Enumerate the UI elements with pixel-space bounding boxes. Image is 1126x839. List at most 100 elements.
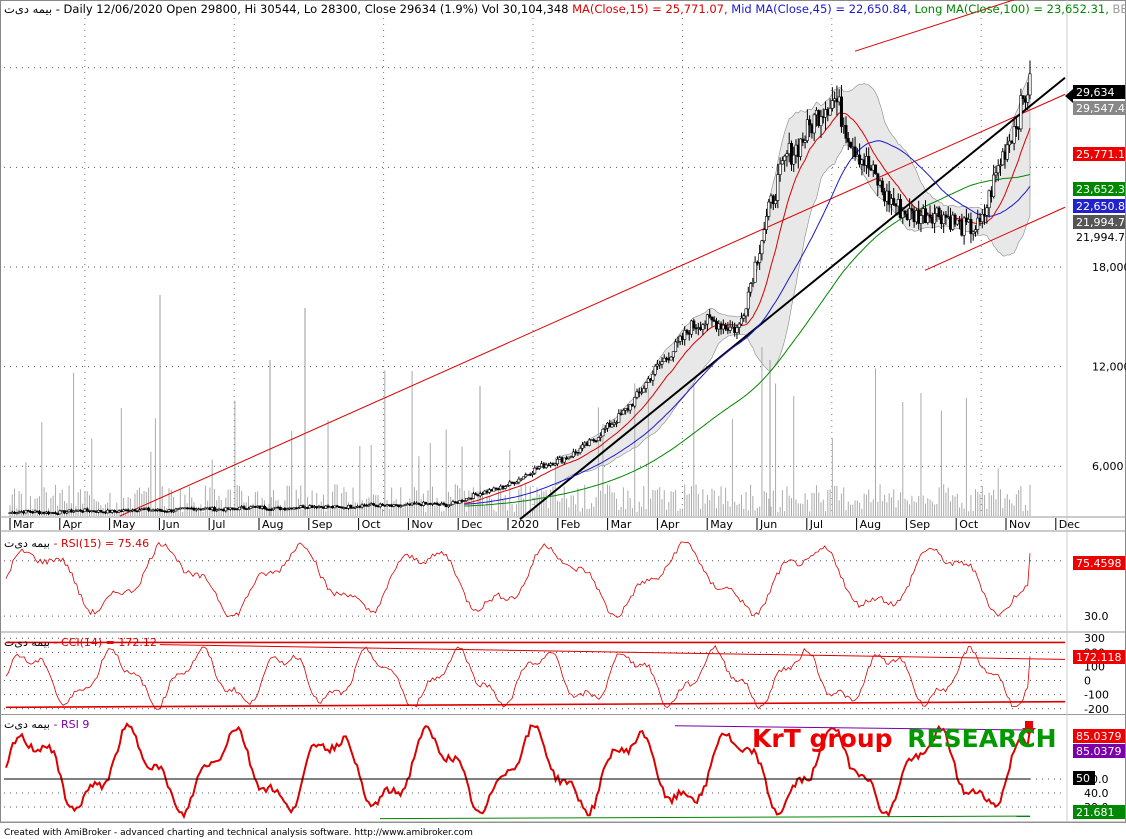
candle-body bbox=[789, 143, 793, 165]
candle-body bbox=[387, 504, 391, 506]
candle-body bbox=[739, 317, 743, 325]
candle-body bbox=[78, 509, 82, 512]
candle-body bbox=[435, 502, 439, 505]
date-tick-label: Mar bbox=[13, 518, 34, 531]
candle-body bbox=[749, 283, 753, 293]
candle-body bbox=[812, 114, 816, 134]
cci-tick-label: -100 bbox=[1084, 689, 1109, 702]
candle-body bbox=[628, 404, 632, 411]
candle-body bbox=[803, 140, 807, 143]
candle-body bbox=[926, 214, 930, 223]
candle-body bbox=[705, 314, 709, 325]
candle-body bbox=[971, 231, 975, 235]
candle-body bbox=[449, 504, 453, 506]
candle-body bbox=[506, 485, 510, 488]
price-value-label: 25,771.1 bbox=[1076, 148, 1125, 161]
candle-body bbox=[805, 119, 809, 141]
candle-body bbox=[887, 190, 891, 205]
candle-body bbox=[676, 341, 680, 343]
rsi9-title: بیمه دی‌ت - RSI 9 bbox=[4, 718, 89, 731]
candle-body bbox=[701, 324, 705, 330]
candle-body bbox=[601, 428, 605, 437]
candle-body bbox=[876, 173, 880, 186]
ma15-legend: MA(Close,15) = 25,771.07, bbox=[572, 2, 728, 16]
cci-value-label: 172.118 bbox=[1076, 651, 1122, 664]
candle-body bbox=[15, 512, 19, 515]
ma45-legend: Mid MA(Close,45) = 22,650.84, bbox=[731, 2, 911, 16]
price-value-label: 29,547.4 bbox=[1076, 102, 1125, 115]
candle-body bbox=[1012, 126, 1016, 144]
candle-body bbox=[349, 504, 353, 509]
price-value-label: 21,994.7 bbox=[1076, 216, 1125, 229]
candle-body bbox=[737, 323, 741, 328]
watermark: KrT group RESEARCH bbox=[752, 724, 1057, 753]
candle-body bbox=[544, 464, 548, 468]
candle-body bbox=[783, 155, 787, 161]
candle-body bbox=[644, 382, 648, 389]
candle-body bbox=[774, 200, 778, 205]
candle-body bbox=[987, 190, 991, 209]
candle-body bbox=[242, 506, 246, 509]
rsi15-value-tag bbox=[1073, 556, 1125, 570]
cci-line bbox=[5, 645, 1031, 710]
candle-body bbox=[172, 510, 176, 513]
candle-body bbox=[58, 510, 62, 515]
candle-body bbox=[685, 330, 689, 334]
candle-body bbox=[462, 500, 466, 502]
candle-body bbox=[1021, 95, 1025, 100]
candle-body bbox=[953, 214, 957, 225]
date-tick-label: Sep bbox=[312, 518, 333, 531]
date-tick-label: Mar bbox=[611, 518, 632, 531]
candle-body bbox=[744, 308, 748, 317]
date-tick-label: Oct bbox=[959, 518, 979, 531]
cci-tick-label: -200 bbox=[1084, 703, 1109, 716]
candle-body bbox=[746, 291, 750, 310]
ma100-legend: Long MA(Close,100) = 23,652.31, bbox=[915, 2, 1109, 16]
price-value-tag bbox=[1073, 147, 1125, 161]
rsi9-value-label: 85.0379 bbox=[1076, 730, 1122, 743]
candle-body bbox=[85, 508, 89, 512]
candle-body bbox=[621, 409, 625, 415]
candle-body bbox=[985, 207, 989, 216]
candle-body bbox=[133, 509, 137, 512]
price-value-label: 23,652.3 bbox=[1076, 183, 1125, 196]
price-tick-label: 18,000 bbox=[1092, 261, 1126, 274]
candle-body bbox=[578, 447, 582, 453]
price-value-label: 29,634 bbox=[1076, 86, 1115, 99]
rsi15-title: بیمه دی‌ت - RSI(15) = 75.46 bbox=[4, 537, 149, 550]
candle-body bbox=[417, 502, 421, 505]
date-tick-label: 2020 bbox=[511, 518, 539, 531]
candle-body bbox=[112, 509, 116, 512]
candle-body bbox=[771, 195, 775, 205]
rsi9-tick-label: 40.0 bbox=[1084, 787, 1109, 800]
rsi9-value-tag bbox=[1073, 744, 1125, 758]
candle-body bbox=[569, 456, 573, 458]
chart-header: بیمه دی‌ت - Daily 12/06/2020 Open 29800,… bbox=[4, 2, 1126, 16]
last-price-arrow bbox=[1065, 89, 1073, 103]
ma100-line bbox=[464, 173, 1031, 507]
candle-body bbox=[992, 174, 996, 197]
header-tail: BE bbox=[1113, 2, 1126, 16]
candle-body bbox=[994, 172, 998, 176]
rsi15-line bbox=[5, 541, 1031, 618]
candle-body bbox=[760, 240, 764, 255]
candle-body bbox=[1026, 94, 1030, 103]
footer-credit: Created with AmiBroker - advanced charti… bbox=[4, 828, 473, 838]
price-value-label: 21,994.7 bbox=[1076, 231, 1125, 244]
candle-body bbox=[976, 217, 980, 230]
date-tick-label: Aug bbox=[262, 518, 283, 531]
price-value-label: 22,650.8 bbox=[1076, 200, 1125, 213]
date-tick-label: Oct bbox=[362, 518, 382, 531]
candle-body bbox=[776, 174, 780, 201]
candle-body bbox=[596, 437, 600, 442]
rsi15-tick-label: 30.0 bbox=[1084, 610, 1109, 623]
candle-body bbox=[562, 457, 566, 463]
candle-body bbox=[758, 253, 762, 263]
date-tick-label: Jun bbox=[759, 518, 777, 531]
main-trendline bbox=[519, 76, 1066, 521]
candle-body bbox=[683, 330, 687, 340]
candle-body bbox=[508, 481, 512, 486]
symbol-name: بیمه دی‌ت bbox=[4, 2, 52, 16]
candle-body bbox=[633, 397, 637, 407]
